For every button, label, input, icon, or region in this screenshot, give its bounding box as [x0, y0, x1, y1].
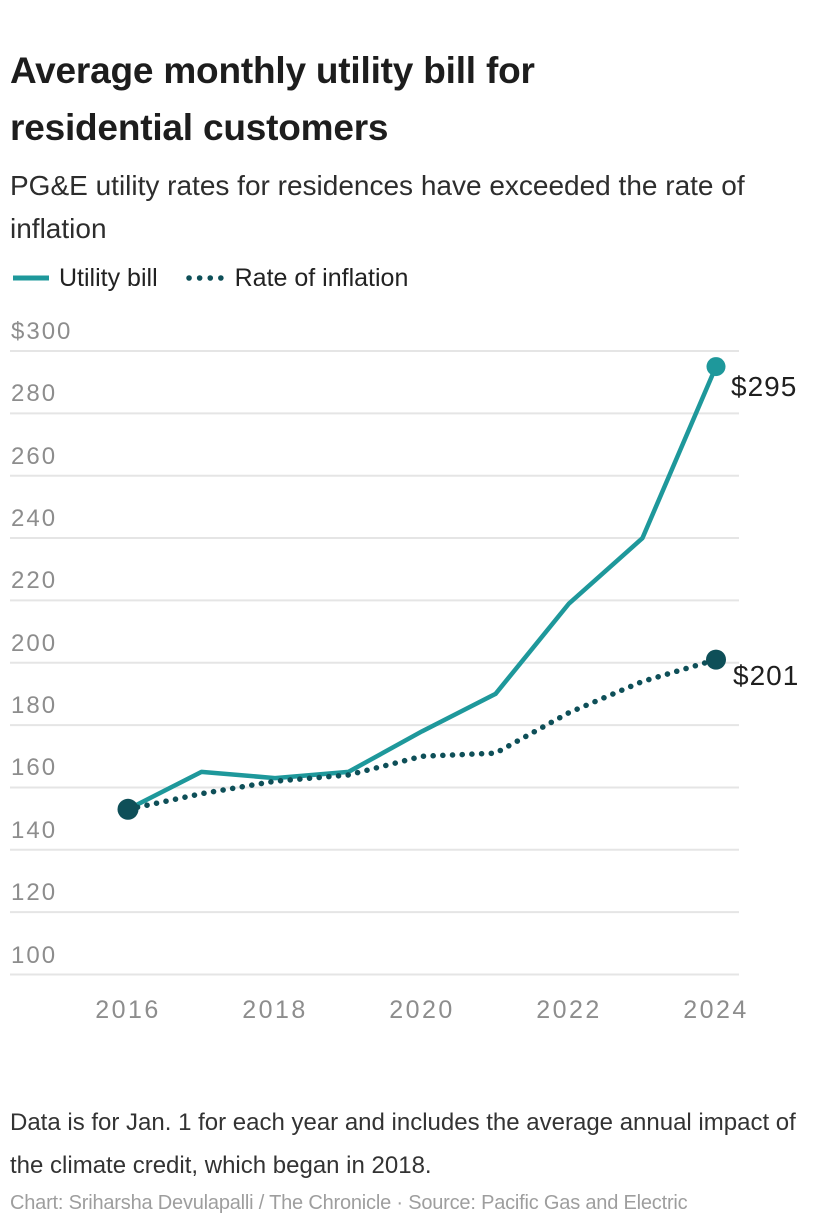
dotted-line-swatch-icon — [185, 269, 229, 287]
x-axis-tick-label: 2022 — [536, 996, 602, 1024]
chart-title: Average monthly utility bill for residen… — [10, 49, 535, 148]
legend-label: Utility bill — [59, 263, 158, 292]
start-dot — [117, 798, 139, 820]
y-axis-tick-label: 100 — [11, 941, 58, 969]
y-axis-tick-label: 160 — [11, 754, 58, 782]
utility-bill-endpoint-dot — [706, 357, 726, 377]
footnote: Data is for Jan. 1 for each year and inc… — [10, 1109, 796, 1179]
y-axis-tick-label: 200 — [11, 629, 58, 657]
legend-label: Rate of inflation — [234, 263, 409, 292]
utility-bill-value-label: $295 — [731, 371, 798, 402]
solid-line-swatch-icon — [12, 269, 50, 287]
inflation-endpoint-dot — [706, 649, 726, 670]
chart-subtitle: PG&E utility rates for residences have e… — [10, 170, 745, 245]
y-axis-tick-label: $300 — [11, 318, 73, 345]
legend-item-utility-bill: Utility bill — [12, 264, 158, 293]
chart-legend: Utility bill Rate of inflation — [12, 261, 408, 295]
y-axis-tick-label: 280 — [11, 380, 58, 408]
source-credit: Chart: Sriharsha Devulapalli / The Chron… — [10, 1192, 688, 1214]
inflation-line — [125, 656, 719, 813]
y-axis-tick-label: 180 — [11, 692, 58, 720]
line-chart: $295 $201 $300 280 260 240 220 200 180 160 140 12… — [10, 318, 800, 1024]
x-axis-tick-label: 2020 — [389, 996, 455, 1024]
x-axis-tick-label: 2018 — [242, 996, 308, 1024]
y-axis-tick-label: 260 — [11, 442, 58, 470]
inflation-value-label: $201 — [733, 660, 800, 691]
y-axis-tick-label: 120 — [11, 879, 58, 907]
chart-canvas — [10, 350, 739, 976]
y-axis-tick-label: 240 — [11, 505, 58, 533]
x-axis-tick-label: 2016 — [95, 996, 161, 1024]
x-axis-tick-label: 2024 — [683, 996, 749, 1024]
legend-item-rate-of-inflation: Rate of inflation — [185, 263, 409, 293]
y-axis-tick-label: 220 — [11, 567, 58, 595]
y-axis-tick-label: 140 — [11, 816, 58, 844]
utility-bill-line — [126, 365, 719, 812]
